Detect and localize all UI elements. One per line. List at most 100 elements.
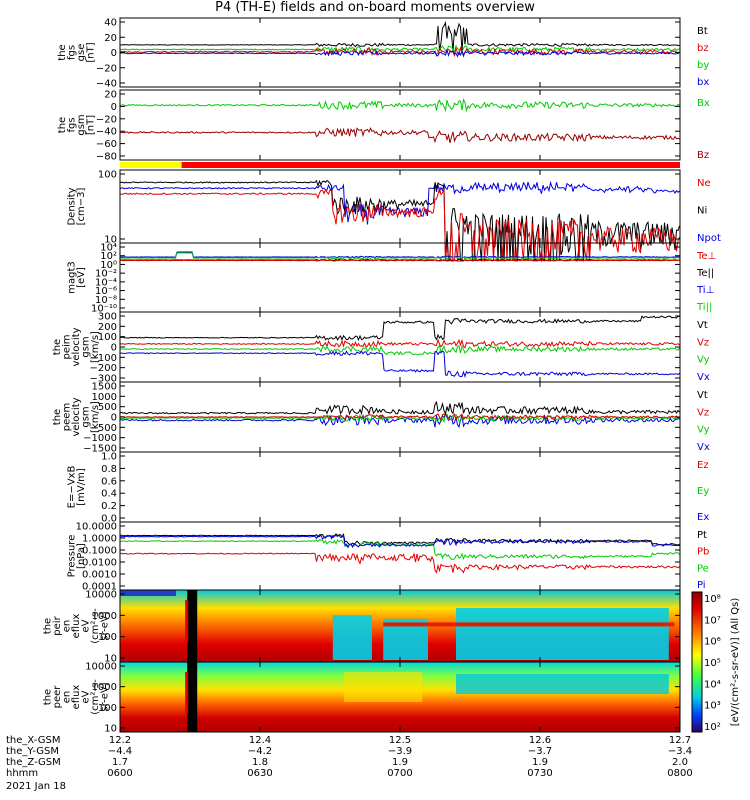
y-axis-label-line: [nT] (85, 115, 96, 135)
y-tick-label: 100 (98, 703, 117, 714)
legend-vz: Vz (697, 337, 709, 348)
y-axis-label-line: gse (76, 44, 87, 62)
spectrogram-patch (185, 672, 189, 714)
y-axis-label-line: magt3 (66, 261, 77, 294)
y-axis-label-line: en (62, 620, 73, 633)
legend-te: Te⊥ (696, 251, 716, 262)
x-tick-label-y-gsm: −4.2 (248, 746, 272, 757)
y-axis-label-line: gsm (81, 336, 92, 357)
y-tick-label: 10 (104, 235, 117, 246)
series-ne (119, 186, 680, 262)
y-axis-label-line: eV (81, 619, 92, 632)
series-pe (119, 538, 680, 561)
y-tick-label: 0.1000 (82, 546, 117, 557)
y-tick-label: 1.0000 (82, 534, 117, 545)
x-row-label: the_X-GSM (6, 735, 60, 746)
y-tick-label: 0.0 (101, 514, 117, 525)
y-tick-label: 10⁻² (95, 269, 117, 280)
y-tick-label: 100 (98, 170, 117, 181)
series-pt (120, 532, 680, 546)
y-tick-label: −200 (90, 363, 117, 374)
panel-efield: 1.00.80.6 0.40.2 0.0 E=−VxB[mV/m] Ez Ey Ex (66, 451, 709, 525)
y-tick-label: 0.0010 (82, 570, 117, 581)
y-axis-label-line: peer (52, 685, 63, 709)
panel-peer-spectrogram: 10000 1000 100 10 thepeerenefluxeV(cm²-s-sr-… (43, 661, 681, 735)
x-tick-label-x-gsm: 12.6 (529, 735, 551, 746)
legend-pt: Pt (697, 530, 707, 541)
y-tick-label: 10⁰ (100, 260, 117, 271)
legend-vy: Vy (697, 355, 710, 366)
series-vz-peim (119, 338, 680, 349)
y-tick-label: 10⁻⁸ (95, 295, 117, 306)
y-tick-label: 500 (98, 402, 117, 413)
panel-frame (119, 89, 681, 161)
series-vx-peem (120, 411, 680, 429)
legend-ez: Ez (697, 460, 709, 471)
y-axis-label-line: Density (66, 187, 77, 225)
x-tick-label-y-gsm: −3.7 (528, 746, 552, 757)
x-row-label: 2021 Jan 18 (6, 781, 66, 792)
y-axis-label-line: [km/s] (90, 401, 101, 433)
y-tick-label: 10⁴ (100, 243, 117, 254)
y-tick-label: −300 (90, 374, 117, 385)
series-vy-peem (119, 413, 680, 423)
y-tick-label: 1000 (92, 682, 117, 693)
x-tick-label-z-gsm: 2.0 (672, 757, 688, 768)
y-tick-label: 40 (104, 18, 117, 29)
y-tick-label: 10⁻¹⁰ (91, 304, 117, 315)
y-tick-label: 10 (104, 724, 117, 735)
y-tick-label: 200 (98, 322, 117, 333)
y-tick-label: 100 (98, 632, 117, 643)
y-axis-label-line: [mV/m] (76, 468, 87, 506)
legend-bz: bz (697, 43, 709, 54)
x-tick-label-x-gsm: 12.7 (669, 735, 691, 746)
x-tick-label-time: 0630 (247, 768, 272, 779)
series-bx (119, 48, 680, 58)
y-axis-label-line: gsm (76, 114, 87, 135)
colorbar-tick-label: 10⁷ (704, 615, 721, 626)
x-tick-label-z-gsm: 1.9 (532, 757, 548, 768)
legend-bx: bx (697, 77, 709, 88)
x-tick-label-time: 0700 (387, 768, 412, 779)
legend-ti: Ti⊥ (696, 285, 714, 296)
legend-vt: Vt (697, 390, 708, 401)
spectrogram-band (383, 622, 675, 627)
y-tick-label: −100 (90, 353, 117, 364)
colorbar-tick-label: 10⁴ (704, 679, 721, 690)
x-tick-label-time: 0800 (667, 768, 692, 779)
spectrogram-low-flux-region (456, 608, 669, 660)
spectrogram-noise (120, 590, 176, 596)
y-axis-label-line: the (52, 409, 63, 425)
x-tick-label-z-gsm: 1.9 (392, 757, 408, 768)
legend-ey: Ey (697, 486, 709, 497)
x-tick-label-x-gsm: 12.5 (389, 735, 411, 746)
legend-bz: Bz (697, 150, 709, 161)
status-bar-red (181, 162, 680, 168)
legend-ti: Ti|| (696, 302, 712, 313)
colorbar-tick-label: 10⁵ (704, 658, 721, 669)
y-axis-label-line: velocity (71, 397, 82, 436)
y-axis-label-line: velocity (71, 327, 82, 366)
x-row-label: hhmm (6, 768, 38, 779)
y-tick-label: 1.0 (101, 452, 117, 463)
y-tick-label: −40 (96, 127, 117, 138)
series-bx-gsm (119, 98, 680, 113)
series-ti-perp (119, 251, 680, 259)
y-tick-label: −20 (96, 63, 117, 74)
y-axis-label-line: peim (62, 334, 73, 359)
y-axis-label-line: eflux (71, 614, 82, 639)
y-tick-label: 10 (104, 654, 117, 665)
y-axis-label-line: fgs (66, 117, 77, 132)
y-axis-label-line: en (62, 691, 73, 704)
series-bt (119, 20, 680, 52)
y-axis-label-line: sr-eV) (100, 682, 111, 711)
y-tick-label: 100 (98, 332, 117, 343)
panel-frame (119, 451, 681, 523)
series-pi (119, 534, 680, 549)
panel-density: 100 10 Density[cm−3] Ne Ni Npot (66, 169, 721, 263)
